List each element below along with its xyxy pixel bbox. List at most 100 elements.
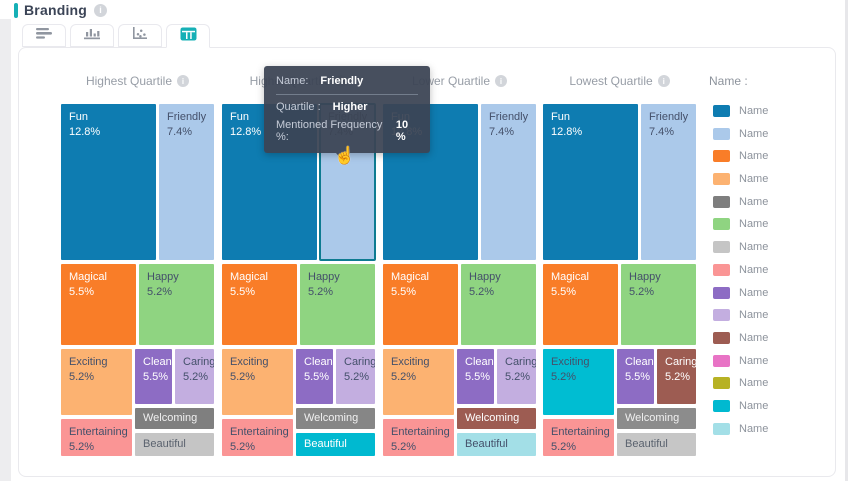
legend-swatch bbox=[713, 218, 730, 231]
treemap-cell-welcoming[interactable]: Welcoming bbox=[457, 408, 536, 429]
treemap-cell-caring[interactable]: Caring 5.2% bbox=[175, 349, 214, 404]
legend-swatch bbox=[713, 422, 730, 435]
info-icon[interactable]: i bbox=[94, 3, 108, 17]
legend-label: Name bbox=[739, 173, 769, 186]
tooltip-divider bbox=[276, 94, 418, 95]
treemap-cell-magical[interactable]: Magical 5.5% bbox=[222, 264, 297, 345]
legend-label: Name bbox=[739, 150, 769, 163]
hover-tooltip: Name: Friendly Quartile : Higher Mention… bbox=[264, 66, 430, 161]
legend-label: Name bbox=[739, 263, 769, 276]
tab-bar-chart-view[interactable] bbox=[70, 24, 114, 47]
treemap-cell-exciting[interactable]: Exciting 5.2% bbox=[383, 349, 454, 415]
legend-swatch bbox=[713, 150, 730, 163]
treemap-cell-magical[interactable]: Magical 5.5% bbox=[543, 264, 618, 345]
legend-item[interactable]: Name bbox=[713, 354, 769, 367]
treemap-cell-happy[interactable]: Happy 5.2% bbox=[139, 264, 214, 345]
legend-label: Name bbox=[739, 354, 769, 367]
treemap-cell-exciting[interactable]: Exciting 5.2% bbox=[543, 349, 614, 415]
legend-label: Name bbox=[739, 377, 769, 390]
legend-title: Name : bbox=[709, 74, 748, 88]
title-accent-bar bbox=[14, 2, 18, 18]
scrollbar-track[interactable] bbox=[845, 0, 848, 481]
treemap-cell-happy[interactable]: Happy 5.2% bbox=[300, 264, 375, 345]
treemap-cell-beautiful[interactable]: Beautiful bbox=[457, 433, 536, 456]
legend-item[interactable]: Name bbox=[713, 127, 768, 140]
legend-item[interactable]: Name bbox=[713, 377, 769, 390]
treemap-cell-welcoming[interactable]: Welcoming bbox=[296, 408, 375, 429]
legend-item[interactable]: Name bbox=[713, 286, 769, 299]
legend-swatch bbox=[713, 331, 730, 344]
page-title: Branding bbox=[24, 2, 88, 18]
legend-label: Name bbox=[739, 105, 769, 117]
tab-treemap-view[interactable] bbox=[166, 24, 210, 48]
treemap-cell-exciting[interactable]: Exciting 5.2% bbox=[61, 349, 132, 415]
treemap-cell-exciting[interactable]: Exciting 5.2% bbox=[222, 349, 293, 415]
legend-label: Name bbox=[739, 286, 769, 299]
treemap-cell-clean[interactable]: Clean 5.5% bbox=[617, 349, 654, 404]
treemap-cell-caring[interactable]: Caring 5.2% bbox=[657, 349, 696, 404]
quartile-column-title: Lower Quartile i bbox=[383, 74, 536, 88]
legend-item[interactable]: Name bbox=[713, 331, 769, 344]
legend-label: Name bbox=[739, 331, 769, 344]
legend-swatch bbox=[713, 241, 730, 254]
treemap-cell-clean[interactable]: Clean 5.5% bbox=[296, 349, 333, 404]
tooltip-name-value: Friendly bbox=[320, 75, 364, 87]
legend-item[interactable]: Name bbox=[713, 173, 769, 186]
legend-swatch bbox=[713, 173, 730, 186]
legend-item[interactable]: Name bbox=[713, 422, 768, 435]
treemap-cell-happy[interactable]: Happy 5.2% bbox=[461, 264, 536, 345]
treemap-cell-beautiful[interactable]: Beautiful bbox=[135, 433, 214, 456]
legend-item[interactable]: Name bbox=[713, 399, 769, 412]
treemap-cell-beautiful[interactable]: Beautiful bbox=[617, 433, 696, 456]
legend-label: Name bbox=[739, 241, 769, 254]
tooltip-frequency-label: Mentioned Frequency %: bbox=[276, 119, 383, 143]
quartile-column-title: Highest Quartile i bbox=[61, 74, 214, 88]
treemap-cell-caring[interactable]: Caring 5.2% bbox=[336, 349, 375, 404]
page-header: Branding i bbox=[14, 2, 108, 18]
treemap-cell-welcoming[interactable]: Welcoming bbox=[135, 408, 214, 429]
legend-swatch bbox=[713, 195, 730, 208]
legend-list: Name Name Name Name Name Name Name Name Name Name… bbox=[713, 105, 768, 445]
treemap-cell-entertaining[interactable]: Entertaining 5.2% bbox=[543, 419, 614, 456]
legend-swatch bbox=[713, 399, 730, 412]
legend-item[interactable]: Name bbox=[713, 241, 769, 254]
info-icon[interactable]: i bbox=[177, 75, 190, 87]
info-icon[interactable]: i bbox=[495, 75, 508, 87]
treemap-cell-clean[interactable]: Clean 5.5% bbox=[457, 349, 494, 404]
tooltip-quartile-value: Higher bbox=[332, 101, 368, 113]
tooltip-quartile-label: Quartile : bbox=[276, 101, 321, 113]
legend-swatch bbox=[713, 127, 730, 140]
treemap-cell-welcoming[interactable]: Welcoming bbox=[617, 408, 696, 429]
tab-scatter-view[interactable] bbox=[118, 24, 162, 47]
legend-label: Name bbox=[739, 399, 769, 412]
treemap-cell-entertaining[interactable]: Entertaining 5.2% bbox=[383, 419, 454, 456]
treemap-cell-entertaining[interactable]: Entertaining 5.2% bbox=[222, 419, 293, 456]
tab-summary-view[interactable] bbox=[22, 24, 66, 47]
text-lines-icon bbox=[35, 26, 53, 45]
treemap-icon bbox=[180, 27, 197, 46]
scatter-plot-icon bbox=[132, 26, 148, 45]
treemap-cell-clean[interactable]: Clean 5.5% bbox=[135, 349, 172, 404]
treemap-cell-caring[interactable]: Caring 5.2% bbox=[497, 349, 536, 404]
legend-swatch bbox=[713, 286, 730, 299]
treemap-cell-beautiful[interactable]: Beautiful bbox=[296, 433, 375, 456]
legend-item[interactable]: Name bbox=[713, 195, 768, 208]
info-icon[interactable]: i bbox=[657, 75, 670, 87]
treemap-cell-magical[interactable]: Magical 5.5% bbox=[61, 264, 136, 345]
legend-item[interactable]: Name bbox=[713, 150, 769, 163]
treemap-cell-happy[interactable]: Happy 5.2% bbox=[621, 264, 696, 345]
legend-item[interactable]: Name bbox=[713, 218, 768, 231]
legend-swatch bbox=[713, 354, 730, 367]
treemap-cell-magical[interactable]: Magical 5.5% bbox=[383, 264, 458, 345]
legend-swatch bbox=[713, 105, 730, 117]
legend-item[interactable]: Name bbox=[713, 263, 769, 276]
legend-item[interactable]: Name bbox=[713, 105, 768, 117]
treemap-cell-entertaining[interactable]: Entertaining 5.2% bbox=[61, 419, 132, 456]
legend-item[interactable]: Name bbox=[713, 309, 768, 322]
